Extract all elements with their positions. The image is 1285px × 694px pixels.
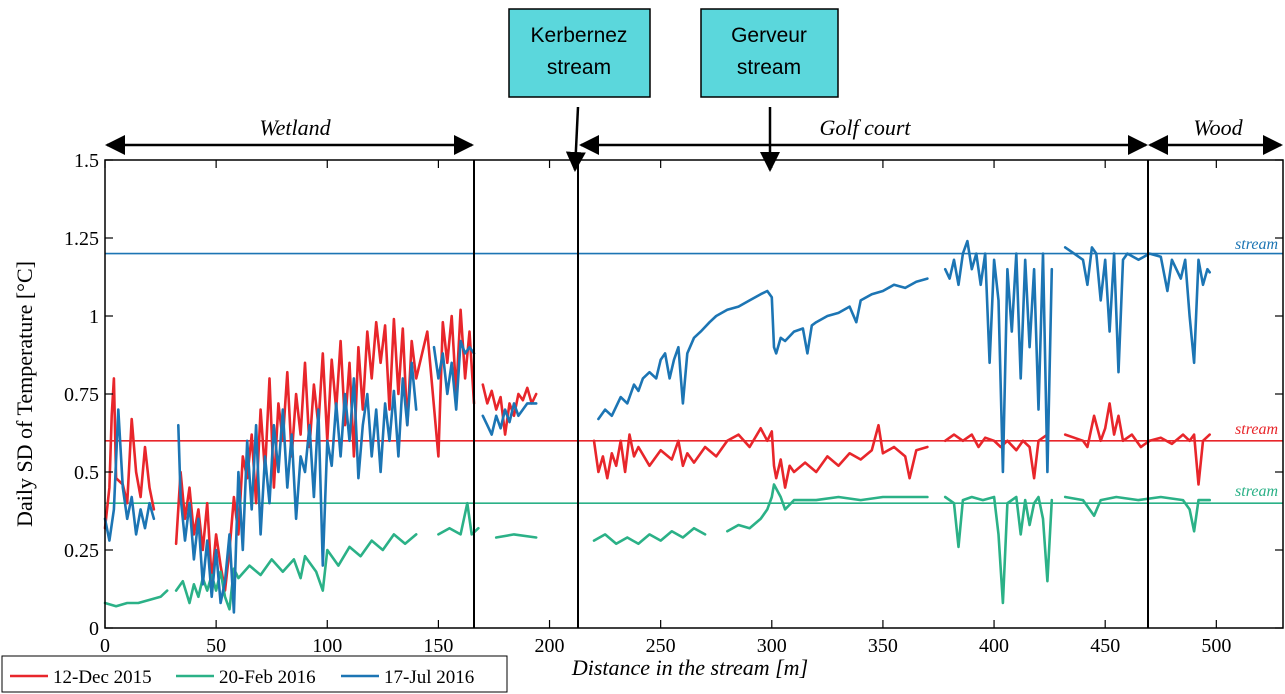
y-axis-label: Daily SD of Temperature [°C]	[12, 261, 37, 527]
kerbernez-label-line2: stream	[547, 56, 611, 79]
legend-label-jul: 17-Jul 2016	[384, 667, 474, 688]
series-2-segment-0	[103, 408, 156, 542]
x-tick-label-6: 300	[757, 635, 787, 657]
gerveur-box	[700, 8, 839, 98]
series-2-segment-2	[432, 339, 476, 411]
y-tick-label-5: 1.25	[64, 228, 99, 250]
plot-frame	[104, 159, 1284, 629]
gerveur-label-line1: Gerveur	[731, 24, 807, 47]
y-tick-label-3: 0.75	[64, 384, 99, 406]
y-tick-label-2: 0.5	[74, 462, 99, 484]
y-tick-label-1: 0.25	[64, 540, 99, 562]
series-1-segment-6	[943, 495, 1054, 605]
series-2-segment-4	[597, 277, 929, 421]
series-1-segment-0	[103, 589, 169, 608]
ref-label-feb: stream	[1235, 483, 1278, 500]
y-tick-label-6: 1.5	[74, 150, 99, 172]
x-tick-label-10: 500	[1201, 635, 1231, 657]
series-0-segment-0	[103, 377, 156, 530]
series-1-segment-7	[1063, 495, 1211, 533]
kerbernez-box	[508, 8, 651, 98]
wetland-label: Wetland	[259, 115, 331, 140]
x-tick-label-5: 250	[646, 635, 676, 657]
x-tick-label-2: 100	[312, 635, 342, 657]
x-axis-label: Distance in the stream [m]	[571, 655, 808, 680]
y-tick-label-4: 1	[89, 306, 99, 328]
series-1-segment-5	[725, 483, 929, 533]
x-tick-label-4: 200	[535, 635, 565, 657]
series-1-segment-2	[437, 501, 480, 536]
x-tick-label-8: 400	[979, 635, 1009, 657]
series-0-segment-5	[1063, 402, 1211, 486]
series-0-segment-4	[943, 433, 1049, 480]
ref-label-jul: stream	[1235, 236, 1278, 253]
x-tick-label-0: 0	[100, 635, 110, 657]
y-tick-label-0: 0	[89, 618, 99, 640]
series-2-segment-5	[943, 239, 1054, 474]
series-2-segment-3	[481, 402, 538, 436]
ref-label-dec: stream	[1235, 421, 1278, 438]
series-0-segment-2	[481, 383, 538, 436]
wood-label: Wood	[1193, 115, 1243, 140]
series-2-segment-1	[177, 361, 418, 614]
kerbernez-label-line1: Kerbernez	[531, 24, 628, 47]
kerbernez-arrow	[565, 106, 586, 172]
legend-box	[1, 655, 508, 693]
series-0-segment-1	[174, 308, 476, 592]
series-1-segment-4	[592, 526, 707, 546]
legend: 12-Dec 2015 20-Feb 2016 17-Jul 2016	[1, 655, 508, 693]
x-tick-label-1: 50	[206, 635, 226, 657]
gerveur-label-line2: stream	[737, 56, 801, 79]
golf-court-label: Golf court	[819, 115, 911, 140]
legend-label-dec: 12-Dec 2015	[53, 667, 152, 688]
x-tick-label-3: 150	[423, 635, 453, 657]
x-tick-label-9: 450	[1090, 635, 1120, 657]
series-0-segment-3	[592, 423, 929, 489]
x-tick-label-7: 350	[868, 635, 898, 657]
series-1-segment-3	[494, 533, 538, 539]
legend-label-feb: 20-Feb 2016	[219, 667, 316, 688]
series-2-segment-6	[1063, 246, 1211, 374]
